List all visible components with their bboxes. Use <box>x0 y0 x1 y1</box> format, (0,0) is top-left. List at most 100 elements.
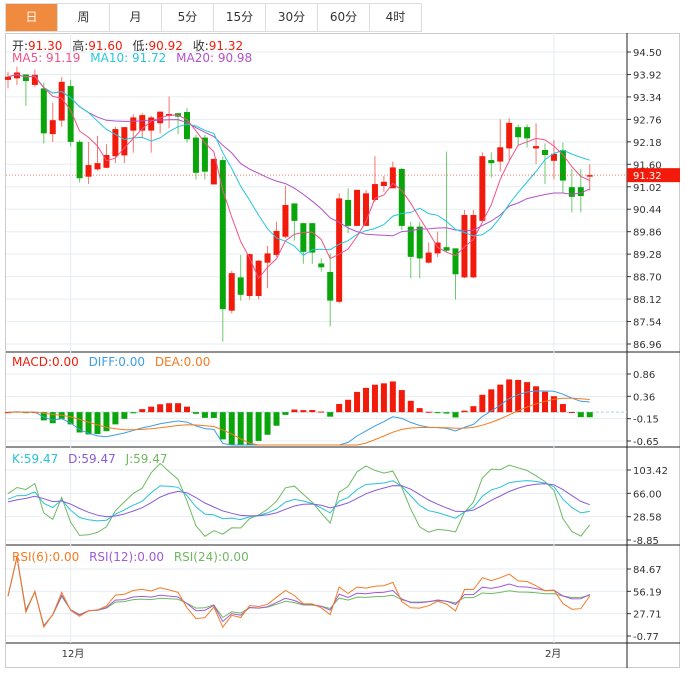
candle-body <box>479 156 486 221</box>
macd-tick-label: 0.36 <box>633 392 655 403</box>
macd-bar <box>407 400 414 413</box>
rsi-tick-label: 27.71 <box>633 610 662 621</box>
k-line <box>7 480 590 522</box>
macd-bar <box>166 403 173 413</box>
low-label: 低: <box>132 39 149 53</box>
macd-bar <box>371 384 378 413</box>
macd-bar <box>452 412 459 418</box>
rsi-readout: RSI(6):0.00 RSI(12):0.00 RSI(24):0.00 <box>12 550 255 564</box>
candle-body <box>264 253 271 263</box>
macd-bar <box>577 412 584 418</box>
j-line <box>7 462 591 537</box>
candle-body <box>354 189 361 226</box>
kdj-readout: K:59.47 D:59.47 J:59.47 <box>12 452 174 466</box>
tab-5min[interactable]: 5分 <box>162 4 214 31</box>
tab-30min[interactable]: 30分 <box>266 4 318 31</box>
macd-bar <box>49 412 56 424</box>
candle-body <box>542 149 548 156</box>
kdj-tick-label: 28.58 <box>633 513 662 524</box>
tab-month[interactable]: 月 <box>110 4 162 31</box>
high-label: 高: <box>72 39 89 53</box>
candle-body <box>533 146 540 149</box>
candle-body <box>139 115 146 131</box>
tab-week[interactable]: 周 <box>58 4 110 31</box>
candle-body <box>273 230 280 255</box>
macd-bar <box>246 412 253 445</box>
candle-body <box>318 263 325 268</box>
k-value: K:59.47 <box>12 452 59 466</box>
macd-bar <box>479 394 486 413</box>
tab-15min[interactable]: 15分 <box>214 4 266 31</box>
candle-body <box>488 160 495 164</box>
macd-bar <box>40 412 47 421</box>
candle-body <box>559 149 566 181</box>
ma5-line <box>7 74 590 280</box>
rsi-tick-label: 84.67 <box>633 565 662 576</box>
macd-bar <box>363 387 369 413</box>
candle-body <box>40 88 47 134</box>
price-tick-label: 89.28 <box>633 250 662 261</box>
macd-bar <box>318 411 325 413</box>
candle-body <box>371 184 378 200</box>
price-tick-label: 90.44 <box>633 205 662 216</box>
candle-body <box>94 163 101 170</box>
macd-bar <box>488 389 495 413</box>
candle-body <box>524 127 531 139</box>
rsi12-line <box>7 556 590 628</box>
candle-body <box>425 252 432 263</box>
candle-body <box>497 147 504 162</box>
price-tick-label: 91.60 <box>633 160 662 171</box>
candle-body <box>103 155 110 168</box>
candle-body <box>550 153 557 161</box>
tab-day[interactable]: 日 <box>6 4 58 31</box>
candle-body <box>416 226 423 259</box>
macd-bar <box>300 410 307 413</box>
candle-body <box>586 175 593 177</box>
dea-value: DEA:0.00 <box>154 355 211 369</box>
ma20-line <box>7 74 590 237</box>
kdj-tick-label: 66.00 <box>633 489 662 500</box>
candle-body <box>389 167 396 189</box>
candle-body <box>470 215 477 278</box>
close-value: 91.32 <box>208 39 244 53</box>
rsi24-value: RSI(24):0.00 <box>173 550 249 564</box>
tab-4hour[interactable]: 4时 <box>370 4 422 31</box>
candle-body <box>49 120 56 135</box>
price-tick-label: 92.18 <box>633 138 662 149</box>
macd-bar <box>443 412 450 414</box>
candle-body <box>219 160 226 310</box>
macd-bar <box>228 412 235 445</box>
macd-tick-label: -0.15 <box>633 415 659 426</box>
macd-bar <box>237 412 244 445</box>
candle-body <box>184 112 190 140</box>
candle-body <box>309 223 316 253</box>
macd-bar <box>434 412 441 414</box>
ma5-value: MA5: 91.19 <box>12 51 81 65</box>
candle-body <box>228 273 235 311</box>
tab-60min[interactable]: 60分 <box>318 4 370 31</box>
candle-body <box>434 242 441 254</box>
price-tick-label: 89.86 <box>633 228 662 239</box>
macd-bar <box>380 383 387 413</box>
macd-bar <box>139 409 146 413</box>
candle-body <box>246 254 253 296</box>
chart-frame <box>5 33 680 668</box>
rsi-tick-label: -0.77 <box>633 632 659 643</box>
candle-body <box>22 74 29 82</box>
candle-body <box>300 223 307 252</box>
candle-body <box>67 86 74 142</box>
candle-body <box>515 127 522 138</box>
macd-bar <box>515 379 522 413</box>
candle-body <box>130 117 137 131</box>
macd-bar <box>67 412 74 425</box>
price-tick-label: 86.96 <box>633 340 662 351</box>
candle-body <box>577 187 584 197</box>
candle-body <box>121 127 128 156</box>
price-tick-label: 94.50 <box>633 48 662 59</box>
macd-bar <box>291 409 298 413</box>
price-tick-label: 87.54 <box>633 318 662 329</box>
macd-bar <box>112 412 119 425</box>
candle-body <box>282 204 289 237</box>
price-tick-label: 91.02 <box>633 183 662 194</box>
